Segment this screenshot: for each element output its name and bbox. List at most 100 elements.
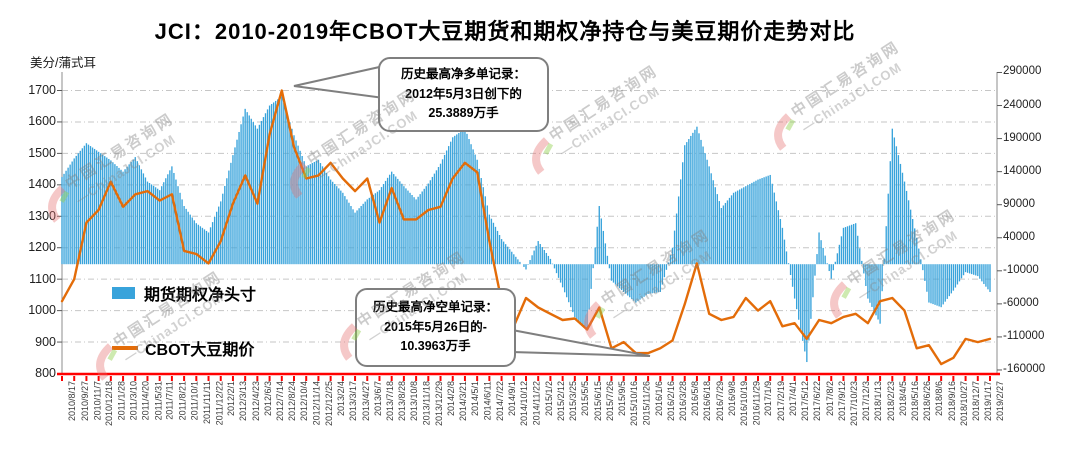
x-axis-tick-label: 2012/8/24 [287,381,298,422]
annotation-net-long-record: 历史最高净多单记录： 2012年5月3日创下的 25.3889万手 [378,57,549,132]
x-axis-tick-label: 2013/4/27 [360,381,371,422]
legend-item-net-position: 期货期权净头寸 [112,281,256,305]
annotation-line: 历史最高净空单记录： [372,300,498,315]
x-axis-tick-label: 2010/12/18 [104,381,115,427]
right-axis-tick-label: -110000 [1003,329,1045,342]
x-axis-tick-label: 2010/8/17 [67,381,78,422]
x-axis-tick-label: 2012/7/14 [275,381,286,422]
annotation-net-short-record: 历史最高净空单记录： 2015年5月26日的- 10.3963万手 [355,288,516,367]
x-axis-tick-label: 2014/7/22 [494,381,505,422]
right-axis-tick-label: 140000 [1003,164,1042,177]
x-axis-tick-label: 2019/1/17 [983,381,994,422]
x-axis-tick-label: 2014/5/1 [470,381,481,417]
x-axis-tick-label: 2011/5/31 [152,381,163,421]
x-axis-tick-label: 2012/2/1 [226,381,237,417]
x-axis-tick-label: 2017/2/19 [775,381,786,422]
x-axis-tick-label: 2018/8/6 [934,381,945,417]
x-axis-tick-label: 2013/7/18 [384,381,395,422]
x-axis-tick-label: 2017/6/22 [812,381,823,422]
x-axis-tick-label: 2015/7/26 [604,381,615,422]
x-axis-tick-label: 2014/6/11 [482,381,493,421]
x-axis-tick-label: 2011/4/20 [140,381,151,421]
chart-title: JCI：2010-2019年CBOT大豆期货和期权净持仓与美豆期价走势对比 [154,19,856,44]
left-axis-tick-label: 1400 [28,177,56,192]
legend-label: 期货期权净头寸 [144,287,257,304]
x-axis-tick-label: 2016/11/29 [751,381,762,426]
x-axis-tick-label: 2015/10/16 [629,381,640,427]
right-axis-tick-label: -10000 [1003,263,1039,276]
right-axis-tick-label: -160000 [1003,362,1046,375]
x-axis-tick-label: 2013/6/7 [372,381,383,417]
x-axis-tick-label: 2017/12/3 [861,381,872,422]
right-axis-tick-label: 90000 [1003,197,1035,210]
left-axis-tick-label: 1500 [28,145,56,160]
x-axis-tick-label: 2016/5/8 [690,381,701,417]
x-axis-tick-label: 2015/11/26 [641,381,652,426]
x-axis-tick-label: 2011/3/10 [128,381,139,421]
right-axis-tick-label: 290000 [1003,65,1042,78]
x-axis-tick-label: 2014/11/22 [531,381,542,426]
x-axis-tick-label: 2015/6/15 [592,381,603,422]
x-axis-tick-label: 2011/7/11 [165,381,176,420]
x-axis-tick-label: 2017/4/1 [787,381,798,417]
annotation-line: 2012年5月3日创下的 [405,86,522,101]
x-axis-tick-label: 2016/9/8 [726,381,737,417]
x-axis-tick-label: 2013/2/4 [336,381,347,417]
x-axis-tick-label: 2013/10/8 [409,381,420,422]
left-axis-tick-label: 1000 [28,303,56,318]
x-axis-tick-label: 2017/9/12 [836,381,847,422]
bar-swatch-icon [112,287,135,299]
x-axis-tick-label: 2018/12/7 [971,381,982,422]
x-axis-tick-label: 2013/12/29 [433,381,444,427]
x-axis-tick-label: 2016/7/29 [714,381,725,422]
x-axis-tick-label: 2018/4/5 [897,381,908,417]
annotation-line: 历史最高净多单记录： [400,67,526,82]
x-axis-tick-label: 2013/3/17 [348,381,359,422]
x-axis-tick-label: 2010/11/7 [91,381,102,421]
x-axis-tick-label: 2017/5/12 [800,381,811,422]
x-axis-tick-label: 2016/1/6 [653,381,664,417]
x-axis-tick-label: 2018/5/16 [910,381,921,422]
x-axis-tick-label: 2015/1/2 [543,381,554,417]
x-axis-tick-label: 2011/1/28 [116,381,127,421]
legend: 期货期权净头寸 CBOT大豆期价 [112,281,256,391]
x-axis-tick-label: 2016/6/18 [702,381,713,422]
x-axis-tick-label: 2016/10/19 [739,381,750,427]
left-axis-tick-label: 1300 [28,208,56,223]
x-axis-tick-label: 2018/2/23 [885,381,896,422]
x-axis-tick-label: 2018/6/26 [922,381,933,422]
left-axis-tick-label: 1600 [28,114,56,129]
annotation-line: 25.3889万手 [428,106,499,121]
x-axis-tick-label: 2014/2/8 [446,381,457,417]
right-axis-tick-label: 190000 [1003,131,1042,144]
right-axis-tick-label: -60000 [1003,296,1039,309]
legend-label: CBOT大豆期价 [145,342,255,359]
x-axis-tick-label: 2017/10/23 [848,381,859,427]
x-axis-tick-label: 2014/3/21 [458,381,469,422]
x-axis-tick-label: 2012/12/25 [323,381,334,427]
line-swatch-icon [112,346,138,350]
annotation-line: 2015年5月26日的- [384,319,487,334]
left-axis-tick-label: 1700 [28,83,56,97]
x-axis-tick-label: 2011/10/1 [189,381,200,421]
x-axis-tick-label: 2015/3/25 [568,381,579,422]
x-axis-tick-label: 2011/12/22 [214,381,225,426]
x-axis-tick-label: 2018/1/13 [873,381,884,422]
x-axis-tick-label: 2018/9/16 [946,381,957,422]
right-axis-tick-label: 40000 [1003,230,1035,243]
x-axis-tick-label: 2014/10/12 [519,381,530,427]
x-axis-tick-label: 2012/10/4 [299,381,310,422]
x-axis-tick-label: 2015/2/12 [555,381,566,422]
x-axis-tick-label: 2016/3/28 [678,381,689,422]
x-axis-tick-label: 2015/5/5 [580,381,591,417]
x-axis-tick-label: 2012/6/3 [262,381,273,417]
x-axis-tick-label: 2016/2/16 [665,381,676,422]
left-axis-tick-label: 1100 [29,271,56,286]
left-axis-tick-label: 800 [35,366,56,380]
right-axis-tick-label: 240000 [1003,98,1042,111]
x-axis-tick-label: 2011/8/21 [177,381,188,421]
x-axis-tick-label: 2012/3/13 [238,381,249,422]
x-axis-tick-label: 2015/9/5 [616,381,627,417]
x-axis-tick-label: 2010/9/27 [79,381,90,422]
